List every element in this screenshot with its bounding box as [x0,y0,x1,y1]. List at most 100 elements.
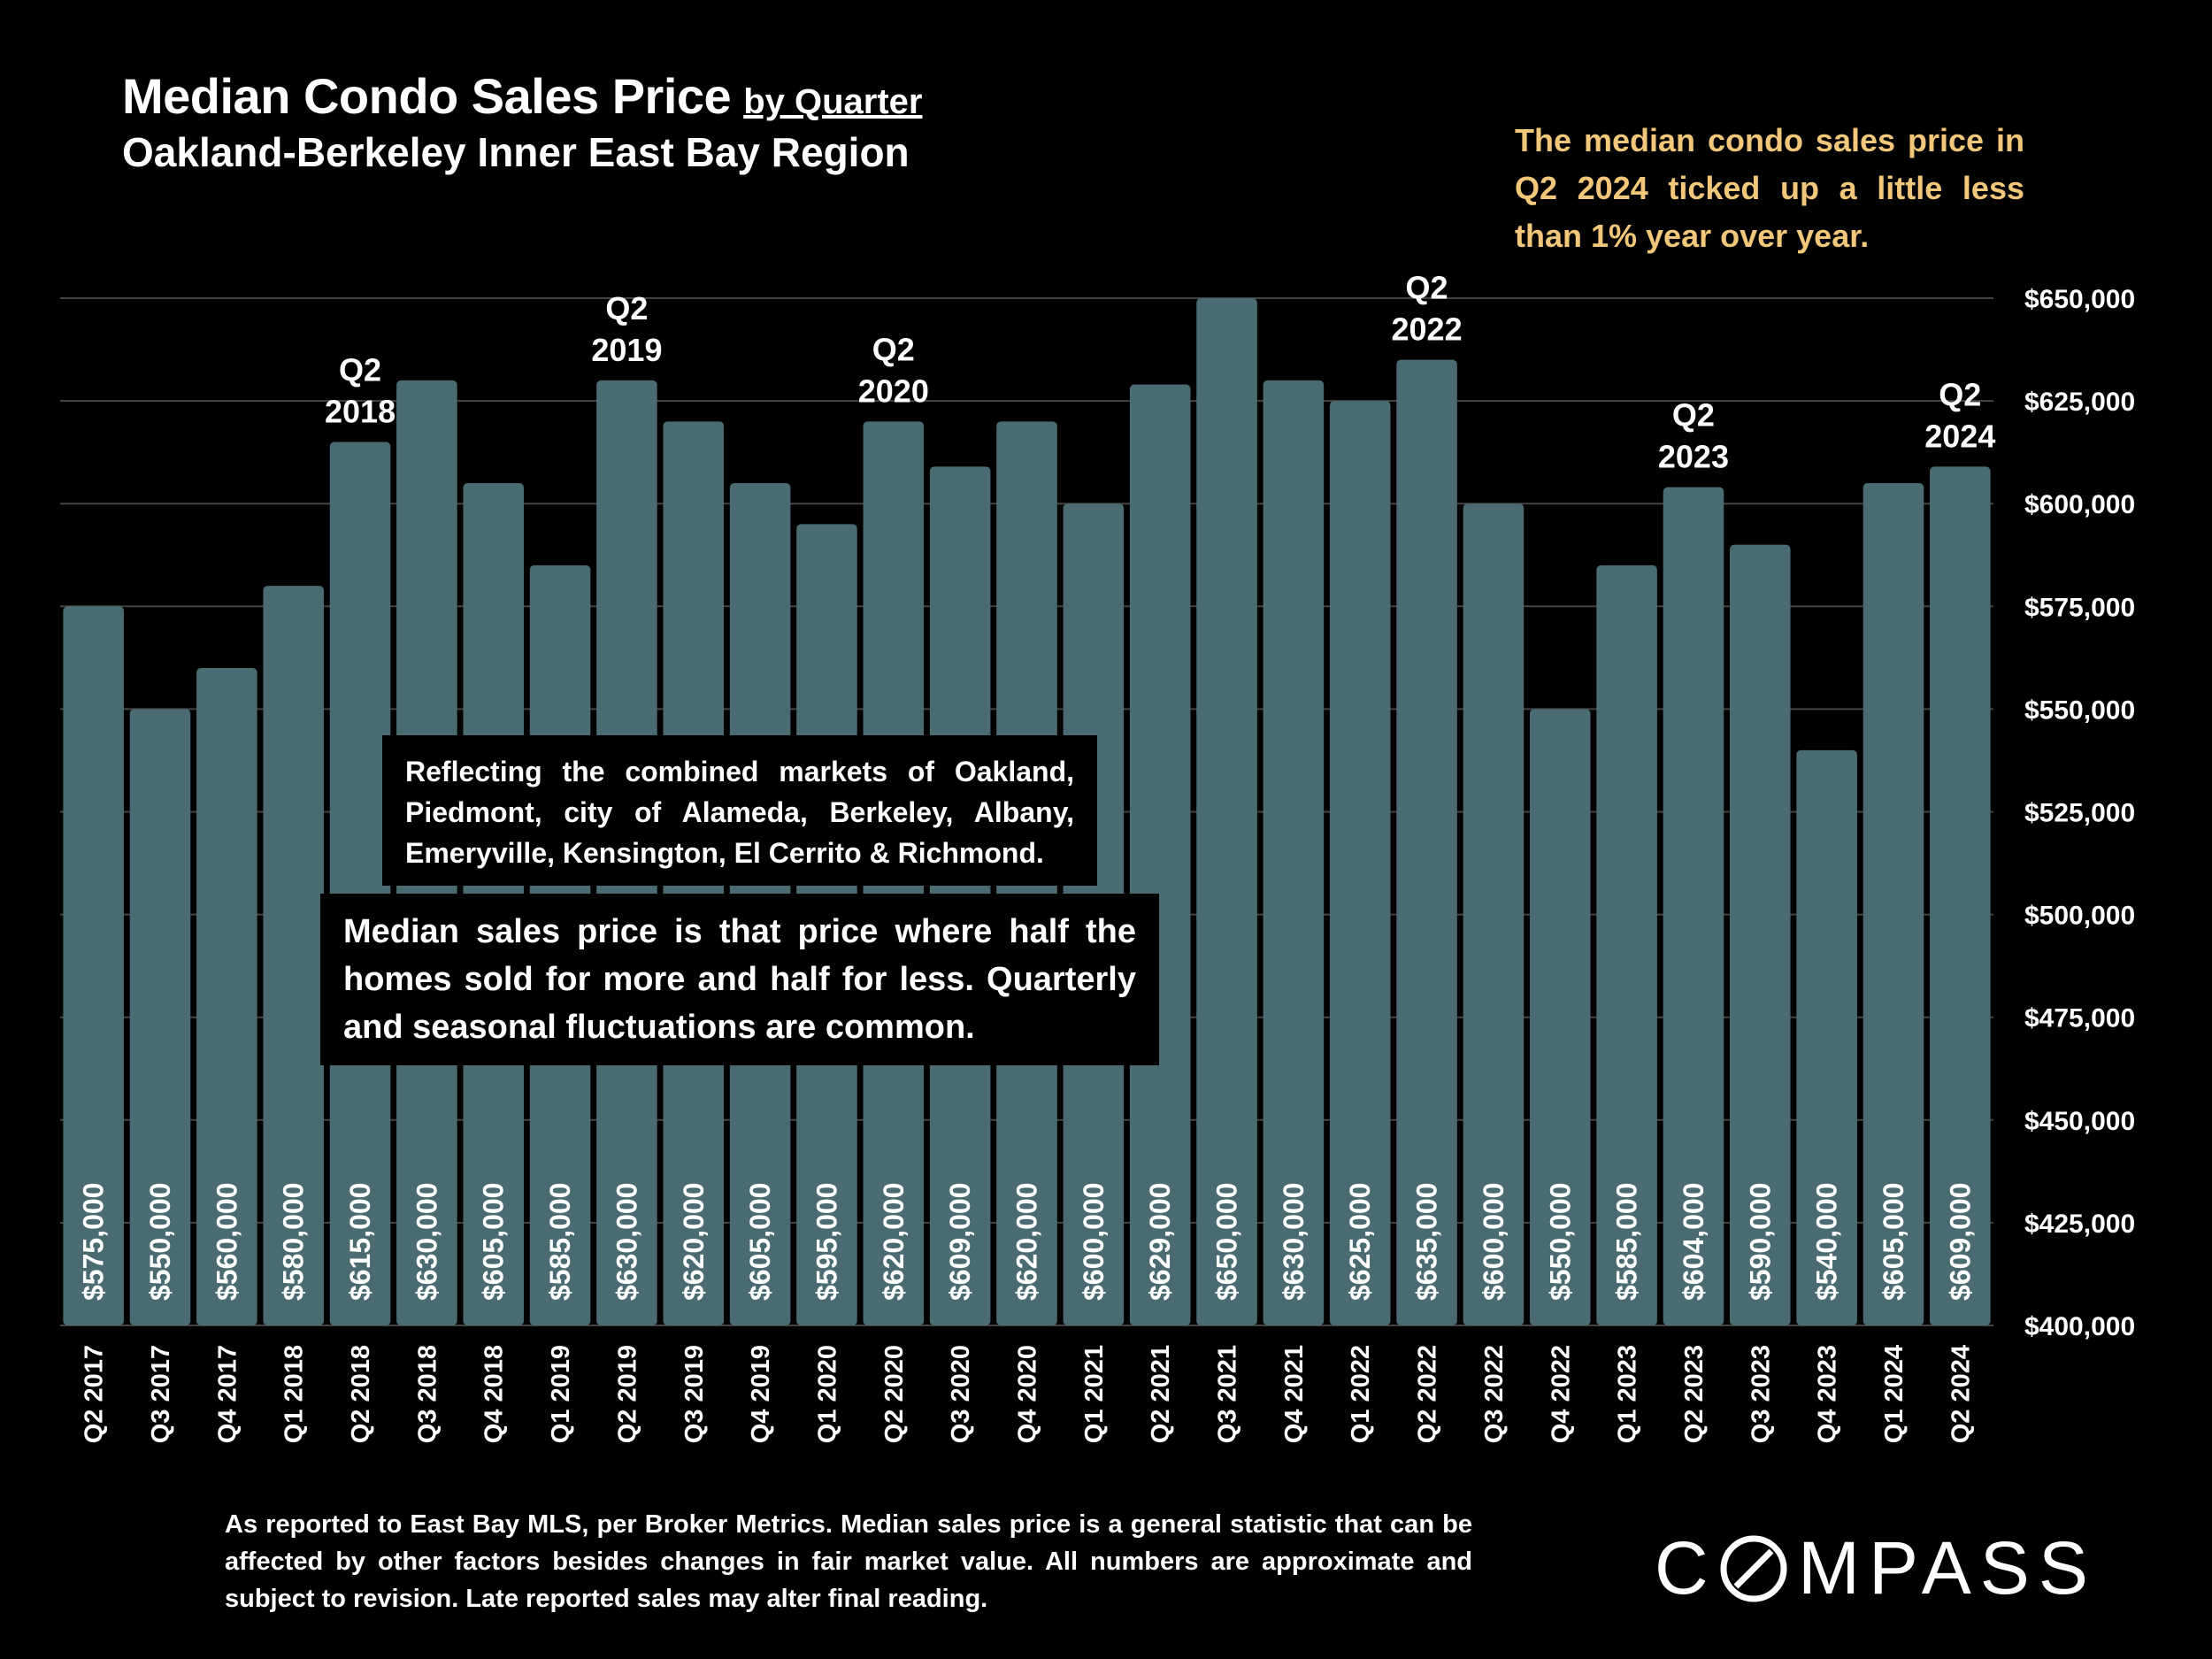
bar-value-label: $585,000 [544,1183,576,1301]
bar-value-label: $560,000 [211,1183,242,1301]
quarter-annotation: 2018 [325,394,396,430]
markets-note: Reflecting the combined markets of Oakla… [382,735,1097,886]
x-tick-label: Q1 2024 [1880,1345,1909,1443]
callout-text: The median condo sales price in Q2 2024 … [1515,122,2024,254]
compass-logo: C MPASS [1655,1529,2097,1609]
chart-title-suffix: by Quarter [743,82,923,121]
bar-value-label: $650,000 [1211,1183,1243,1301]
bar-value-label: $609,000 [1944,1183,1976,1301]
bar [1196,298,1257,1325]
quarter-annotation: 2024 [1924,418,1995,454]
y-tick-label: $425,000 [2024,1210,2135,1239]
x-tick-label: Q4 2023 [1814,1345,1842,1443]
x-tick-label: Q1 2020 [813,1345,841,1443]
svg-text:MPASS: MPASS [1798,1529,2097,1609]
x-tick-label: Q4 2021 [1280,1345,1309,1443]
y-tick-label: $600,000 [2024,490,2135,519]
quarter-annotation: Q2 [872,331,915,367]
bar-value-label: $630,000 [611,1183,642,1301]
bar [129,709,191,1325]
x-tick-label: Q2 2024 [1947,1345,1975,1443]
bar-value-label: $605,000 [744,1183,776,1301]
x-tick-label: Q4 2020 [1014,1345,1042,1443]
quarter-annotations: Q2 2018 Q2 2019 Q2 2020 Q2 2022 Q2 2023 Q2 2024 [325,270,1995,475]
quarter-annotation: 2020 [858,373,929,409]
bar-value-label: $630,000 [1278,1183,1310,1301]
x-tick-label: Q3 2023 [1747,1345,1775,1443]
x-tick-label: Q2 2018 [347,1345,375,1443]
bar [329,442,391,1325]
x-tick-label: Q2 2020 [880,1345,909,1443]
bar-value-label: $620,000 [678,1183,710,1301]
chart-title: Median Condo Sales Price [122,68,732,124]
y-tick-label: $500,000 [2024,902,2135,931]
bar-value-label: $629,000 [1144,1183,1176,1301]
bar-value-label: $600,000 [1478,1183,1509,1301]
y-tick-label: $475,000 [2024,1004,2135,1033]
bar-value-label: $615,000 [344,1183,376,1301]
x-tick-label: Q3 2022 [1480,1345,1509,1443]
bar [63,606,124,1325]
x-tick-label: Q3 2018 [413,1345,442,1443]
y-tick-label: $550,000 [2024,695,2135,725]
bar [1329,401,1391,1326]
quarter-annotation: Q2 [1939,376,1981,412]
bar-value-label: $604,000 [1678,1183,1709,1301]
x-tick-label: Q4 2019 [747,1345,775,1443]
quarter-annotation: Q2 [1672,397,1715,434]
x-tick-label: Q1 2019 [547,1345,575,1443]
bar [1263,380,1325,1325]
bar-value-label: $635,000 [1411,1183,1443,1301]
x-tick-label: Q3 2019 [680,1345,709,1443]
quarter-annotation: 2019 [591,332,662,368]
x-tick-label: Q4 2017 [213,1345,242,1443]
quarter-annotation: 2023 [1658,439,1729,475]
bar [196,667,257,1325]
y-tick-label: $625,000 [2024,388,2135,417]
quarter-annotation: Q2 [1406,270,1448,306]
y-tick-label: $400,000 [2024,1312,2135,1341]
y-tick-label: $575,000 [2024,593,2135,622]
bar [1930,466,1991,1325]
svg-text:C: C [1655,1529,1717,1609]
bar-value-label: $630,000 [411,1183,442,1301]
bar [263,586,324,1325]
title-block: Median Condo Sales Price by Quarter Oakla… [122,67,923,176]
bar-value-label: $620,000 [1011,1183,1043,1301]
bar-value-label: $620,000 [878,1183,910,1301]
bar-value-label: $550,000 [1544,1183,1576,1301]
footnote: As reported to East Bay MLS, per Broker … [225,1510,1472,1613]
bar-value-label: $595,000 [810,1183,842,1301]
bar-value-label: $625,000 [1344,1183,1376,1301]
bar-value-label: $609,000 [944,1183,976,1301]
bar-value-label: $540,000 [1811,1183,1843,1301]
bar [1796,749,1857,1325]
quarter-annotation: Q2 [605,290,648,326]
bar-value-label: $605,000 [478,1183,510,1301]
bar [1730,544,1791,1325]
bar [1463,503,1525,1325]
x-tick-label: Q1 2021 [1080,1345,1109,1443]
chart-subtitle: Oakland-Berkeley Inner East Bay Region [122,129,910,175]
median-definition-note: Median sales price is that price where h… [320,894,1159,1065]
bar [1596,565,1657,1325]
bar [1129,384,1191,1326]
bar [1663,487,1724,1325]
bar-value-label: $550,000 [144,1183,176,1301]
bar-value-label: $575,000 [78,1183,110,1301]
x-tick-label: Q2 2019 [613,1345,641,1443]
x-tick-label: Q2 2021 [1147,1345,1175,1443]
x-tick-label: Q2 2023 [1680,1345,1709,1443]
y-axis-labels: $400,000 $425,000 $450,000 $475,000 $500,000… [2024,285,2135,1341]
bar-value-label: $580,000 [278,1183,310,1301]
x-tick-label: Q1 2023 [1614,1345,1642,1443]
y-tick-label: $450,000 [2024,1107,2135,1136]
quarter-annotation: 2022 [1392,311,1463,348]
x-tick-label: Q4 2018 [480,1345,509,1443]
x-tick-label: Q1 2022 [1347,1345,1375,1443]
bar [1529,709,1591,1325]
bar [1863,482,1924,1325]
quarter-annotation: Q2 [339,352,381,388]
y-tick-label: $525,000 [2024,799,2135,828]
